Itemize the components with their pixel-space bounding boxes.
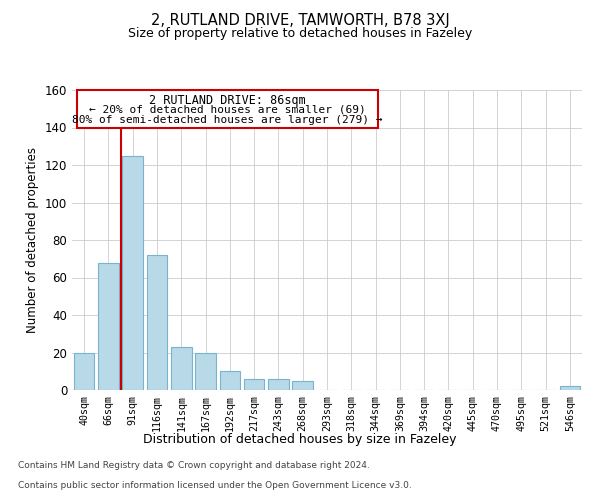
- Y-axis label: Number of detached properties: Number of detached properties: [26, 147, 39, 333]
- Text: Distribution of detached houses by size in Fazeley: Distribution of detached houses by size …: [143, 432, 457, 446]
- Text: Contains HM Land Registry data © Crown copyright and database right 2024.: Contains HM Land Registry data © Crown c…: [18, 461, 370, 470]
- Bar: [171, 347, 191, 390]
- Bar: [146, 255, 167, 390]
- Text: 2, RUTLAND DRIVE, TAMWORTH, B78 3XJ: 2, RUTLAND DRIVE, TAMWORTH, B78 3XJ: [151, 12, 449, 28]
- Text: Contains public sector information licensed under the Open Government Licence v3: Contains public sector information licen…: [18, 481, 412, 490]
- Bar: [98, 262, 119, 390]
- Bar: [292, 380, 313, 390]
- Bar: [74, 352, 94, 390]
- Text: Size of property relative to detached houses in Fazeley: Size of property relative to detached ho…: [128, 28, 472, 40]
- Bar: [560, 386, 580, 390]
- Text: ← 20% of detached houses are smaller (69): ← 20% of detached houses are smaller (69…: [89, 104, 366, 115]
- Bar: [244, 379, 265, 390]
- Text: 80% of semi-detached houses are larger (279) →: 80% of semi-detached houses are larger (…: [72, 115, 383, 125]
- Bar: [122, 156, 143, 390]
- Bar: [268, 379, 289, 390]
- Bar: [195, 352, 216, 390]
- FancyBboxPatch shape: [77, 90, 378, 128]
- Bar: [220, 371, 240, 390]
- Text: 2 RUTLAND DRIVE: 86sqm: 2 RUTLAND DRIVE: 86sqm: [149, 94, 306, 106]
